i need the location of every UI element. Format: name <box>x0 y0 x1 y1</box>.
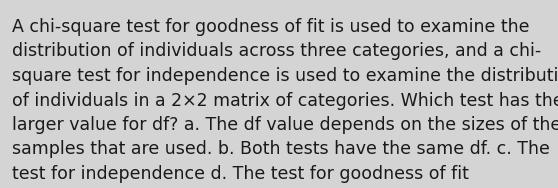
Text: samples that are used. b. Both tests have the same df. c. The: samples that are used. b. Both tests hav… <box>12 140 550 158</box>
Text: larger value for df? a. The df value depends on the sizes of the: larger value for df? a. The df value dep… <box>12 116 558 134</box>
Text: test for independence d. The test for goodness of fit: test for independence d. The test for go… <box>12 165 469 183</box>
Text: A chi-square test for goodness of fit is used to examine the: A chi-square test for goodness of fit is… <box>12 18 530 36</box>
Text: distribution of individuals across three categories, and a chi-: distribution of individuals across three… <box>12 42 541 61</box>
Text: square test for independence is used to examine the distribution: square test for independence is used to … <box>12 67 558 85</box>
Text: of individuals in a 2×2 matrix of categories. Which test has the: of individuals in a 2×2 matrix of catego… <box>12 92 558 109</box>
